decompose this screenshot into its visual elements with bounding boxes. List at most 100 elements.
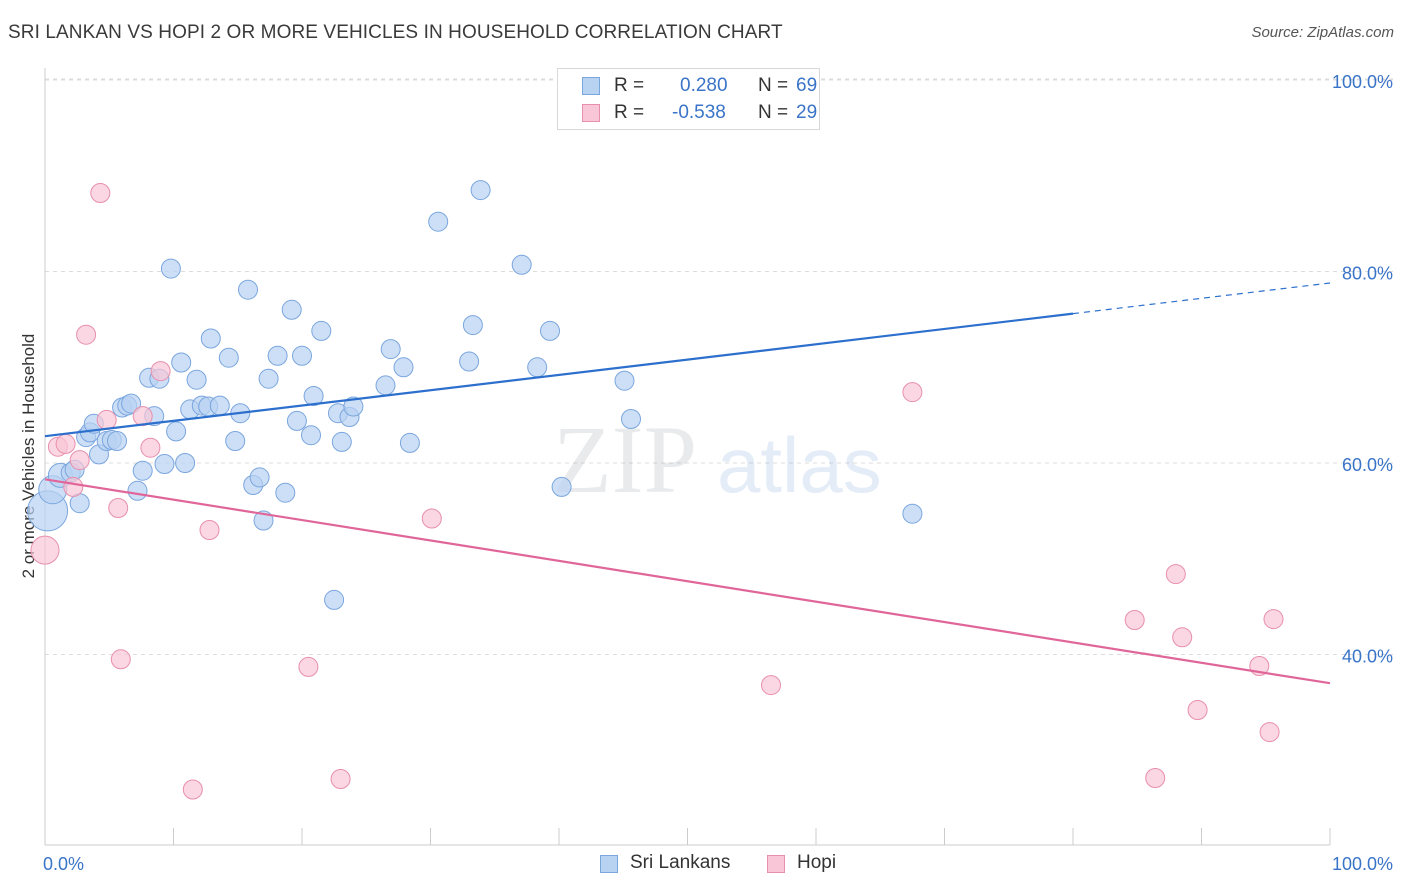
hopi-point [90, 183, 111, 203]
sri-lankans-point [303, 386, 324, 406]
sri-lankans-point [621, 409, 641, 429]
sri-lankans-point [154, 454, 175, 474]
sri-lankans-point [428, 211, 449, 232]
hopi-point [199, 520, 220, 540]
bottom-legend-swatch-blue [600, 855, 618, 873]
legend-n-label: N = [758, 75, 789, 96]
y-tick-label: 40.0% [1342, 647, 1393, 667]
sri-lankans-trend-extension [1072, 282, 1331, 315]
sri-lankans-point [225, 431, 246, 451]
x-tick-label-min: 0.0% [43, 854, 84, 874]
hopi-point [1187, 700, 1208, 720]
legend-r-value: -0.538 [672, 102, 726, 123]
hopi-point [1263, 609, 1284, 630]
sri-lankans-point [614, 370, 635, 391]
y-tick-label: 100.0% [1332, 72, 1393, 92]
legend-swatch-pink [582, 104, 600, 122]
trend-lines [44, 282, 1331, 685]
hopi-point [110, 649, 131, 670]
y-tick-label: 60.0% [1342, 455, 1393, 475]
sri-lankans-point [171, 352, 192, 373]
hopi-point [96, 409, 117, 430]
legend-r-value: 0.280 [680, 75, 728, 96]
x-tick-label-max: 100.0% [1332, 854, 1393, 874]
sri-lankans-point [470, 180, 491, 201]
bottom-legend-label: Sri Lankans [630, 852, 731, 873]
sri-lankans-point [551, 476, 572, 497]
hopi-point [55, 433, 76, 454]
sri-lankans-point [249, 467, 270, 488]
sri-lankans-point [380, 339, 401, 360]
sri-lankans-point [275, 482, 296, 503]
hopi-point [1259, 722, 1280, 743]
hopi-point [140, 437, 161, 458]
chart-title: SRI LANKAN VS HOPI 2 OR MORE VEHICLES IN… [8, 22, 783, 43]
watermark-atlas: atlas [717, 421, 882, 509]
sri-lankans-point [301, 425, 321, 446]
hopi-point [150, 361, 171, 382]
sri-lankans-trend-line [44, 312, 1074, 438]
hopi-points [30, 183, 1284, 800]
sri-lankans-point [375, 375, 396, 396]
sri-lankans-point [160, 258, 181, 279]
sri-lankans-point [209, 395, 230, 416]
sri-lankans-point [218, 347, 239, 368]
bottom-legend-swatch-pink [767, 855, 785, 873]
hopi-point [108, 498, 129, 518]
hopi-trend-line [44, 478, 1331, 685]
correlation-legend: R = 0.280 N = 69 R = -0.538 N = 29 [557, 68, 820, 130]
sri-lankans-point [166, 421, 187, 442]
sri-lankans-point [107, 431, 127, 451]
sri-lankans-point [238, 279, 258, 300]
sri-lankans-point [121, 393, 142, 414]
hopi-point [421, 508, 442, 529]
legend-n-value: 29 [796, 102, 818, 123]
legend-n-label: N = [758, 102, 789, 123]
sri-lankans-point [399, 432, 420, 453]
tick-labels: 40.0% 60.0% 80.0% 100.0% 0.0% 100.0% [43, 72, 1393, 874]
sri-lankans-point [286, 410, 307, 431]
hopi-point [1165, 564, 1186, 585]
sri-lankans-point [324, 589, 345, 610]
sri-lankans-point [292, 345, 312, 366]
sri-lankans-point [186, 369, 207, 390]
hopi-point [761, 675, 781, 696]
hopi-point [76, 324, 97, 345]
hopi-point [30, 535, 60, 565]
sri-lankans-point [267, 345, 288, 366]
hopi-point [902, 382, 923, 403]
legend-swatch-blue [582, 77, 600, 95]
sri-lankans-point [462, 315, 483, 336]
sri-lankans-point [281, 299, 302, 320]
sri-lankans-point [132, 460, 153, 481]
watermark: ZIP atlas [553, 406, 882, 513]
hopi-point [182, 779, 203, 800]
sri-lankans-point [258, 368, 279, 389]
source-label: Source: ZipAtlas.com [1251, 24, 1394, 41]
legend-r-label: R = [614, 75, 645, 96]
sri-lankans-point [175, 453, 196, 473]
hopi-point [63, 476, 84, 497]
hopi-point [330, 769, 351, 789]
sri-lankans-point [200, 328, 221, 349]
axes [44, 68, 1331, 846]
sri-lankans-point [540, 320, 560, 341]
sri-lankans-point [331, 431, 352, 452]
sri-lankans-point [127, 480, 148, 501]
hopi-point [1124, 610, 1145, 630]
sri-lankans-point [511, 254, 532, 275]
sri-lankans-point [393, 357, 414, 378]
sri-lankans-point [527, 357, 548, 378]
legend-r-label: R = [614, 102, 645, 123]
sri-lankans-point [459, 351, 480, 372]
grid-lines [45, 78, 1393, 655]
bottom-legend-label: Hopi [797, 852, 837, 873]
y-tick-label: 80.0% [1342, 264, 1393, 284]
legend-n-value: 69 [796, 75, 818, 96]
hopi-point [69, 450, 90, 471]
hopi-point [1172, 627, 1193, 648]
sri-lankans-points [27, 180, 923, 610]
sri-lankans-point [311, 320, 332, 341]
sri-lankans-point [343, 396, 364, 417]
